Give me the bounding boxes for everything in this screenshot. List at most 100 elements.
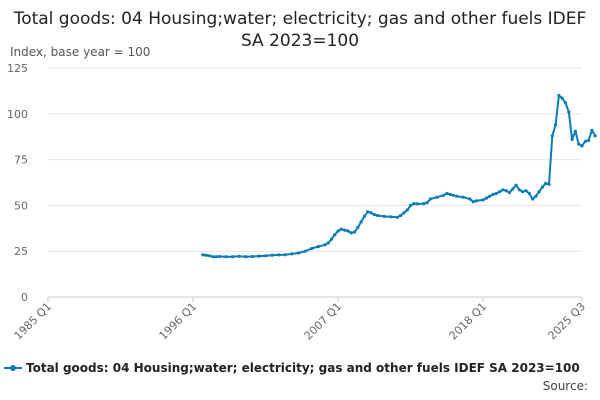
data-point xyxy=(445,191,449,196)
data-point xyxy=(425,201,429,205)
source-label: Source: xyxy=(542,379,588,393)
data-point xyxy=(362,214,366,218)
data-point xyxy=(498,190,502,194)
data-point xyxy=(557,93,561,98)
data-point xyxy=(323,243,327,247)
data-point xyxy=(422,202,426,206)
data-point xyxy=(412,202,416,206)
data-point xyxy=(353,230,357,234)
data-point xyxy=(382,214,386,218)
data-point xyxy=(264,254,268,258)
data-point xyxy=(428,197,432,201)
data-point xyxy=(494,191,498,196)
data-point xyxy=(461,195,465,199)
data-point xyxy=(250,254,254,259)
data-point xyxy=(244,255,248,259)
data-point xyxy=(567,110,571,114)
y-tick-label: 50 xyxy=(14,199,28,212)
data-point xyxy=(310,246,314,251)
x-tick-label: 2018 Q1 xyxy=(447,300,490,343)
data-point xyxy=(326,241,330,245)
data-point xyxy=(570,137,574,141)
data-point xyxy=(303,249,307,253)
data-point xyxy=(504,189,508,193)
data-point xyxy=(415,202,419,206)
data-point xyxy=(316,245,320,249)
data-point xyxy=(468,197,472,201)
data-point xyxy=(217,254,221,259)
data-point xyxy=(359,220,363,224)
axis-layer: 0 25 50 75 100 125 1985 Q1 1996 Q1 2007 Q1 2018 Q… xyxy=(7,62,588,342)
data-point xyxy=(402,211,406,215)
y-tick-label: 100 xyxy=(7,108,28,121)
x-tick-label: 1996 Q1 xyxy=(157,300,200,343)
data-point xyxy=(277,253,281,257)
data-point xyxy=(399,213,403,218)
data-point xyxy=(577,142,581,146)
data-point xyxy=(554,123,558,127)
data-point xyxy=(550,134,554,138)
data-point xyxy=(405,208,409,212)
data-point xyxy=(283,253,287,257)
data-point xyxy=(547,182,551,186)
data-point xyxy=(231,255,235,259)
data-point xyxy=(590,128,594,132)
data-point xyxy=(511,187,515,191)
data-point xyxy=(372,213,376,217)
data-point xyxy=(527,191,531,196)
data-point xyxy=(435,195,439,199)
data-point xyxy=(395,215,399,219)
data-point xyxy=(448,192,452,196)
data-point xyxy=(560,96,564,100)
y-tick-label: 125 xyxy=(7,62,28,75)
x-tick-label: 2007 Q1 xyxy=(302,300,345,343)
chart-plot: 0 25 50 75 100 125 1985 Q1 1996 Q1 2007 Q1 2018 Q… xyxy=(7,62,597,342)
y-tick-label: 75 xyxy=(14,154,28,167)
legend-label: Total goods: 04 Housing;water; electrici… xyxy=(26,361,580,375)
data-point xyxy=(583,139,587,143)
data-point xyxy=(544,181,548,185)
data-point xyxy=(389,215,393,219)
data-point xyxy=(451,193,455,197)
data-point xyxy=(204,253,208,257)
data-point xyxy=(339,227,343,231)
data-point xyxy=(455,194,459,198)
x-tick-label: 2025 Q3 xyxy=(546,300,589,343)
data-point xyxy=(336,229,340,233)
data-point xyxy=(514,183,518,187)
data-point xyxy=(593,134,597,138)
data-point xyxy=(207,254,212,258)
data-point xyxy=(501,188,505,192)
data-point xyxy=(507,191,512,195)
series-layer xyxy=(201,93,597,259)
data-point xyxy=(517,188,522,192)
data-point xyxy=(346,229,350,233)
data-point xyxy=(531,197,535,201)
legend: Total goods: 04 Housing;water; electrici… xyxy=(4,361,580,375)
data-point xyxy=(573,129,578,133)
data-point xyxy=(270,253,274,257)
y-axis-unit-label: Index, base year = 100 xyxy=(10,45,151,59)
data-point xyxy=(349,231,353,235)
data-point xyxy=(409,203,413,207)
legend-line-marker-icon xyxy=(4,362,22,374)
chart-title: Total goods: 04 Housing;water; electrici… xyxy=(13,9,587,51)
data-point xyxy=(257,254,261,258)
data-point xyxy=(563,101,568,105)
grid-layer xyxy=(48,67,582,298)
data-point xyxy=(201,253,205,257)
data-point xyxy=(442,193,446,197)
data-point xyxy=(333,233,337,237)
data-point xyxy=(343,228,347,232)
data-point xyxy=(237,254,241,258)
data-point xyxy=(580,144,584,148)
data-point xyxy=(471,200,475,204)
data-point xyxy=(474,199,479,203)
series-line xyxy=(202,94,597,258)
data-point xyxy=(369,211,373,215)
data-point xyxy=(224,255,228,259)
data-point xyxy=(484,196,488,200)
data-point xyxy=(587,138,591,142)
data-point xyxy=(488,194,492,198)
data-point xyxy=(329,237,334,241)
